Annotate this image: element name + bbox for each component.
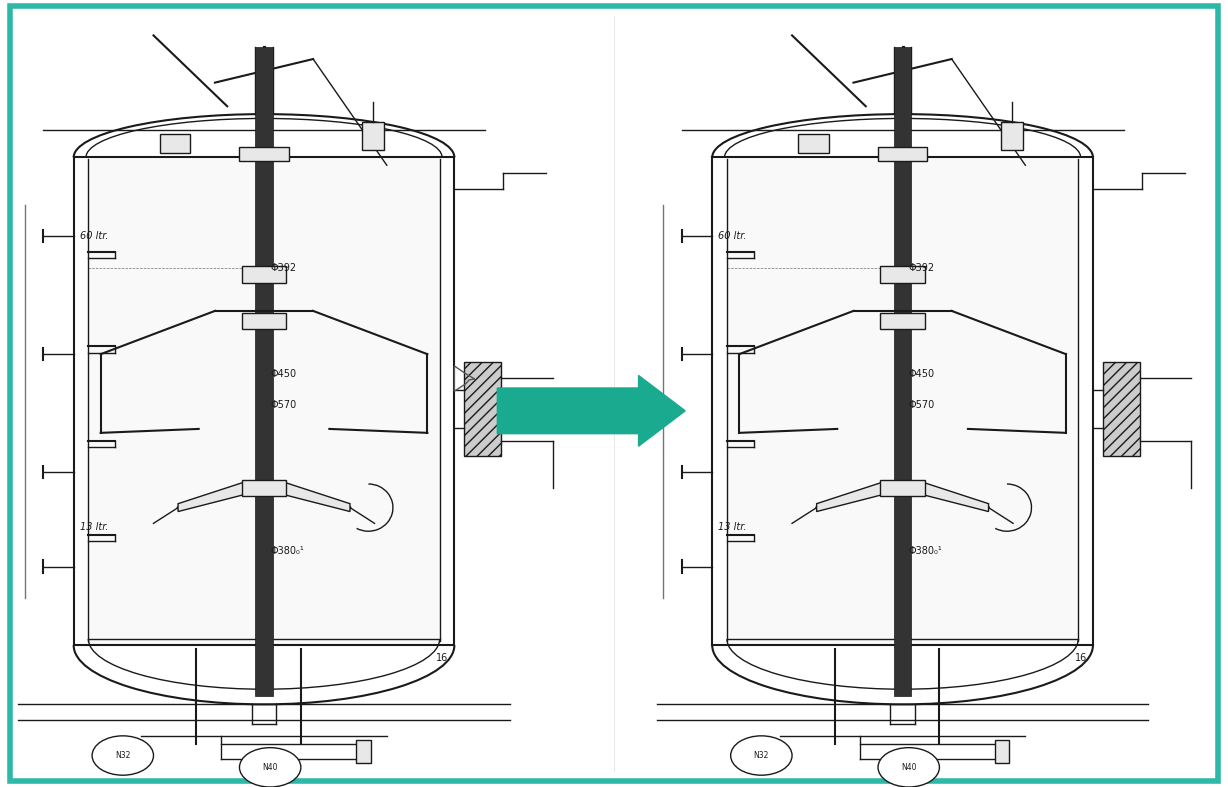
Text: N32: N32 [754, 751, 769, 760]
Bar [239, 147, 289, 161]
Bar [995, 740, 1009, 763]
Text: N40: N40 [263, 763, 278, 772]
Bar [894, 47, 911, 696]
Bar [880, 480, 925, 496]
Text: 13 ltr.: 13 ltr. [718, 523, 747, 532]
Circle shape [92, 736, 154, 775]
Polygon shape [921, 482, 989, 512]
Text: 60 ltr.: 60 ltr. [80, 231, 108, 241]
Bar [798, 134, 829, 153]
Polygon shape [817, 482, 884, 512]
Bar [727, 157, 1078, 645]
Bar [878, 147, 927, 161]
FancyArrow shape [497, 375, 685, 446]
Bar [880, 266, 925, 283]
Text: Φ392: Φ392 [909, 263, 935, 272]
Bar [160, 134, 190, 153]
Bar [242, 480, 286, 496]
Bar [1001, 122, 1023, 150]
Text: 16: 16 [1074, 653, 1087, 663]
Bar [88, 157, 440, 645]
Text: Φ570: Φ570 [909, 401, 935, 410]
Bar [242, 266, 286, 283]
Text: N40: N40 [901, 763, 916, 772]
Bar [362, 122, 384, 150]
Polygon shape [178, 482, 246, 512]
Bar [356, 740, 371, 763]
Bar [242, 313, 286, 329]
Text: Φ392: Φ392 [270, 263, 296, 272]
Text: 60 ltr.: 60 ltr. [718, 231, 747, 241]
Text: Φ380₀¹: Φ380₀¹ [909, 546, 942, 556]
Text: 16: 16 [436, 653, 448, 663]
Text: Φ450: Φ450 [270, 369, 296, 379]
Text: N32: N32 [115, 751, 130, 760]
Bar [255, 47, 273, 696]
Circle shape [239, 748, 301, 787]
Circle shape [878, 748, 939, 787]
Bar [1103, 362, 1140, 456]
Circle shape [731, 736, 792, 775]
Text: 13 ltr.: 13 ltr. [80, 523, 108, 532]
Text: Φ380₀¹: Φ380₀¹ [270, 546, 303, 556]
Bar [464, 362, 501, 456]
Polygon shape [282, 482, 350, 512]
Text: Φ450: Φ450 [909, 369, 935, 379]
Text: Φ570: Φ570 [270, 401, 296, 410]
Bar [880, 313, 925, 329]
